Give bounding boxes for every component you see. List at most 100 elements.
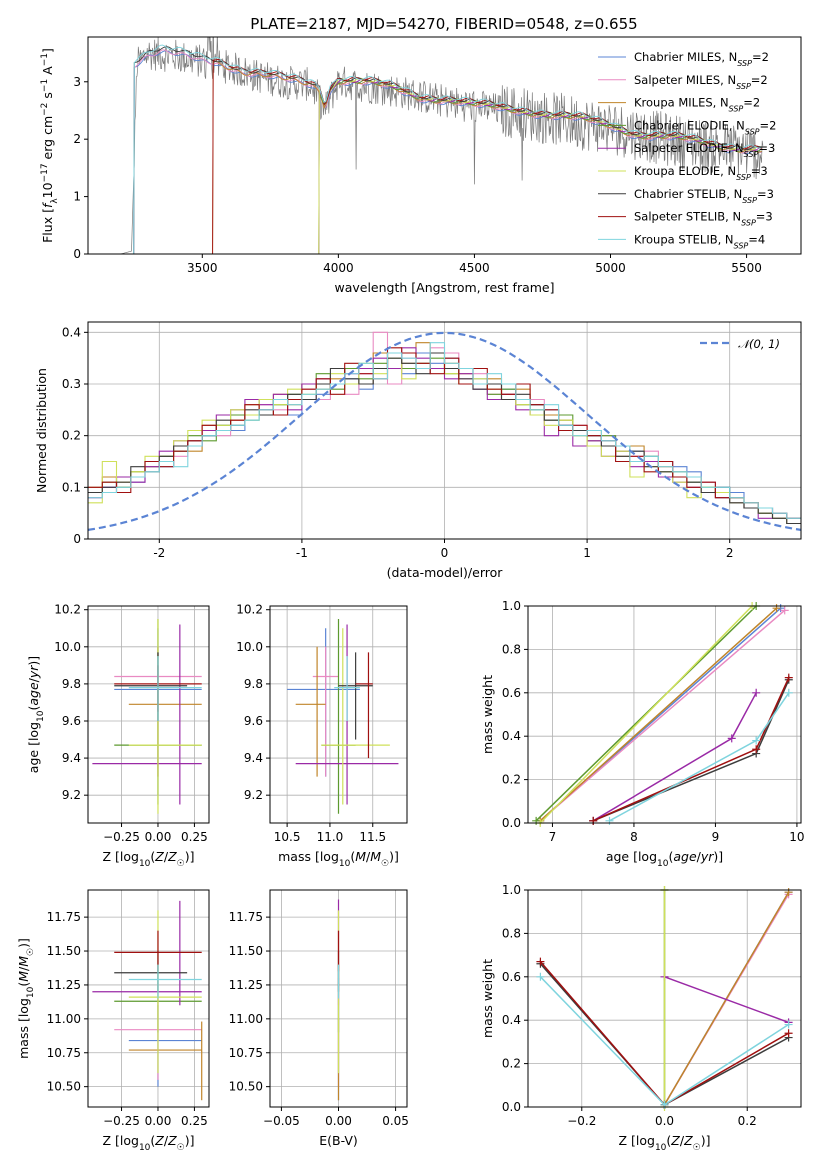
spectrum-ylabel-part: s <box>40 92 55 103</box>
legend-nssp-value: =2 <box>751 73 768 87</box>
age-vs-mass-xlabel-part: ☉ <box>381 859 389 869</box>
legend-entry-label: Chabrier MILES, NSSP=2 <box>634 50 769 68</box>
weight-line <box>535 605 757 822</box>
mass-vs-Z-ylabel-part: ( <box>16 982 31 987</box>
legend-model-name: Salpeter ELODIE, N <box>634 141 744 155</box>
age-vs-mass-ytick-label: 10.2 <box>236 603 263 617</box>
age-vs-Z-ylabel-part: yr <box>26 665 41 679</box>
age-vs-mass-axes: 10.5 11.0 11.5 9.2 9.4 9.6 9.8 10.0 10.2 <box>236 603 407 844</box>
age-vs-mass-xlabel-part: mass [log <box>278 849 339 864</box>
weight-vs-Z-ytick-label: 0.2 <box>502 1057 521 1071</box>
legend-ssp-sub: SSP <box>737 59 752 68</box>
weight-vs-age-xtick-label: 7 <box>549 830 557 844</box>
weight-line <box>539 605 753 824</box>
residuals-xtick-label: 0 <box>441 546 449 560</box>
weight-vs-Z-ytick-label: 0.8 <box>502 926 521 940</box>
age-vs-Z-frame <box>87 605 210 824</box>
mass-vs-EBV-xlabel: E(B-V) <box>319 1133 358 1148</box>
weight-vs-Z-xtick-label: 0.0 <box>655 1114 674 1128</box>
age-vs-mass-ytick-label: 10.0 <box>236 640 263 654</box>
weight-line <box>539 609 786 822</box>
spectrum-xtick-label: 5500 <box>731 261 762 275</box>
spectrum-ylabel-part: −2 <box>40 103 50 116</box>
weight-vs-age-ytick-label: 0.6 <box>502 686 521 700</box>
figure-title: PLATE=2187, MJD=54270, FIBERID=0548, z=0… <box>250 15 637 33</box>
legend-ssp-sub: SSP <box>736 81 751 90</box>
legend-ssp-sub: SSP <box>745 127 760 136</box>
age-vs-Z-ylabel-part: ( <box>26 706 41 711</box>
age-vs-Z-ylabel: age [log10(age/yr)] <box>26 656 46 773</box>
age-vs-Z-xlabel-part: ( <box>150 849 155 864</box>
weight-vs-age-ytick-label: 0.0 <box>502 816 521 830</box>
age-vs-Z-xlabel-part: Z <box>154 849 164 864</box>
legend-entry-label: Salpeter MILES, NSSP=2 <box>634 73 768 91</box>
mass-vs-EBV-xtick-label: −0.05 <box>263 1114 300 1128</box>
legend-entry-label: Salpeter ELODIE, NSSP=3 <box>634 141 775 159</box>
spectrum-ylabel-part: Flux [ <box>40 208 55 243</box>
mass-vs-Z-xtick-label: 0.00 <box>145 1114 172 1128</box>
age-vs-Z-ytick-label: 9.6 <box>62 714 81 728</box>
mass-vs-Z-xtick-label: 0.25 <box>181 1114 208 1128</box>
mass-vs-Z-xlabel: Z [log10(Z/Z☉)] <box>102 1133 194 1153</box>
legend-entry-label: Chabrier STELIB, NSSP=3 <box>634 187 774 205</box>
age-vs-Z-xtick-label: 0.25 <box>181 830 208 844</box>
weight-vs-age-ylabel: mass weight <box>480 675 495 754</box>
mass-vs-EBV-xtick-label: 0.00 <box>325 1114 352 1128</box>
weight-marker <box>536 972 545 981</box>
spectrum-xlabel: wavelength [Angstrom, rest frame] <box>334 280 554 295</box>
age-vs-mass-ytick-label: 9.6 <box>244 714 263 728</box>
age-vs-mass-ytick-label: 9.8 <box>244 677 263 691</box>
mass-vs-EBV-ytick-label: 11.00 <box>229 1012 263 1026</box>
spectrum-ytick-label: 2 <box>73 132 81 146</box>
mass-vs-EBV-frame <box>269 889 408 1108</box>
weight-vs-Z-frame <box>527 889 802 1108</box>
weight-vs-Z-xlabel-part: Z <box>683 1133 693 1148</box>
mass-vs-Z-ylabel-part: / <box>16 966 31 971</box>
mass-vs-EBV-ytick-label: 10.75 <box>229 1046 263 1060</box>
age-vs-Z-xtick-label: −0.25 <box>103 830 140 844</box>
age-vs-mass-xlabel-part: M <box>355 849 366 864</box>
age-vs-mass-xtick-label: 10.5 <box>274 830 301 844</box>
residuals-ytick-label: 0 <box>73 532 81 546</box>
weight-vs-Z-xlabel-part: Z [log <box>618 1133 654 1148</box>
residuals-xtick-label: -2 <box>153 546 165 560</box>
legend-nssp-value: =3 <box>751 164 768 178</box>
residuals-ytick-label: 0.1 <box>62 480 81 494</box>
residuals-xtick-label: 1 <box>583 546 591 560</box>
residuals-xtick-label: -1 <box>296 546 308 560</box>
spectrum-ylabel-part: −1 <box>40 53 50 66</box>
residuals-xlabel: (data-model)/error <box>387 565 504 580</box>
weight-vs-age-xlabel-part: age [log <box>606 849 657 864</box>
legend-nssp-value: =3 <box>757 187 774 201</box>
weight-line <box>664 976 789 1024</box>
age-vs-Z-ytick-label: 9.8 <box>62 677 81 691</box>
age-vs-Z-ylabel-part: age [log <box>26 722 41 773</box>
residual-hist-kroupa-stelib <box>88 342 801 519</box>
legend-model-name: Chabrier STELIB, N <box>634 187 742 201</box>
legend-entry-label: Salpeter STELIB, NSSP=3 <box>634 210 773 228</box>
age-vs-Z-xlabel: Z [log10(Z/Z☉)] <box>102 849 194 869</box>
age-vs-Z-ytick-label: 9.2 <box>62 788 81 802</box>
residuals-ylabel-part: Normed distribution <box>34 368 49 493</box>
spectrum-xtick-label: 3500 <box>187 261 218 275</box>
legend-model-name: Salpeter STELIB, N <box>634 210 741 224</box>
mass-vs-Z-ylabel-part: )] <box>16 938 31 948</box>
mass-vs-Z-xtick-label: −0.25 <box>103 1114 140 1128</box>
weight-line <box>663 891 790 1106</box>
age-vs-mass-xlabel: mass [log10(M/M☉)] <box>278 849 399 869</box>
age-vs-mass-xtick-label: 11.0 <box>317 830 344 844</box>
mass-vs-EBV-ytick-label: 11.25 <box>229 978 263 992</box>
age-vs-mass-ytick-label: 9.2 <box>244 788 263 802</box>
weight-line <box>592 692 757 822</box>
weight-vs-age-ylabel-part: mass weight <box>480 675 495 754</box>
legend-nssp-value: =3 <box>758 141 775 155</box>
weight-vs-Z-xlabel: Z [log10(Z/Z☉)] <box>618 1133 710 1153</box>
weight-vs-Z-xlabel-part: ( <box>666 1133 671 1148</box>
spectrum-model-line <box>318 77 762 254</box>
legend-ssp-sub: SSP <box>729 104 744 113</box>
spectrum-data-line <box>117 37 764 254</box>
mass-vs-EBV-ytick-label: 10.50 <box>229 1080 263 1094</box>
age-vs-Z-ylabel-part: )] <box>26 656 41 666</box>
weight-vs-Z-xlabel-part: )] <box>701 1133 711 1148</box>
